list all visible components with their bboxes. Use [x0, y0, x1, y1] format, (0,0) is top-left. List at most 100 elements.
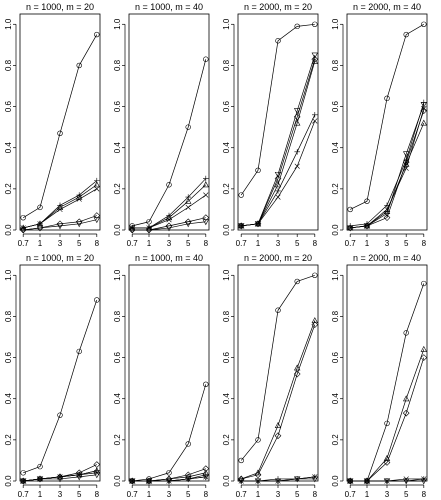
x-tick-label: 8 [313, 490, 318, 499]
circle-marker [255, 167, 261, 174]
panel-title: n = 1000, m = 20 [26, 2, 94, 12]
cross-marker [185, 204, 191, 210]
x-tick-label: 0.7 [236, 239, 248, 248]
x-tick-label: 0.7 [127, 239, 139, 248]
triangle-series-line [350, 349, 425, 482]
inv-triangle-marker [363, 223, 371, 230]
circle-series-line [240, 23, 315, 196]
x-tick-label: 0.7 [18, 490, 30, 499]
cross-marker [275, 194, 281, 200]
y-tick-label: 0.0 [331, 475, 340, 487]
cross-marker [421, 106, 427, 112]
triangle-marker [402, 395, 410, 402]
inv-triangle-marker [346, 225, 354, 232]
y-tick-label: 0.0 [4, 224, 13, 236]
panel-title: n = 1000, m = 20 [26, 253, 94, 263]
x-tick-label: 5 [77, 490, 82, 499]
inv-triangle-marker [128, 478, 136, 485]
x-tick-label: 8 [313, 239, 318, 248]
diamond-marker [293, 370, 301, 378]
inv-triangle-marker [237, 478, 245, 485]
circle-marker [37, 204, 43, 211]
inv-triangle-marker [184, 476, 192, 483]
y-tick-label: 0.2 [4, 434, 13, 446]
x-tick-label: 3 [167, 239, 172, 248]
diamond-series-line [241, 324, 316, 480]
x-tick-label: 1 [256, 490, 261, 499]
inv-triangle-marker [363, 478, 371, 485]
inv-triangle-marker [93, 217, 101, 224]
y-tick-label: 0.6 [4, 351, 13, 363]
circle-series-line [132, 59, 207, 227]
y-tick-label: 0.4 [331, 393, 340, 405]
x-tick-label: 5 [295, 490, 300, 499]
diamond-marker [184, 218, 192, 226]
x-tick-label: 5 [186, 239, 191, 248]
y-tick-label: 1.0 [113, 18, 122, 30]
inv-triangle-series-line [132, 221, 206, 231]
chart-panel-1: n = 1000, m = 20 0.0 0.2 0.4 0.6 0.8 1.0 0.7 1 3 5… [4, 2, 101, 248]
circle-marker [146, 219, 152, 225]
x-tick-label: 3 [276, 490, 281, 499]
circle-marker [294, 23, 300, 30]
plus-series-line [241, 114, 316, 227]
triangle-marker [420, 119, 428, 126]
inv-triangle-marker [293, 108, 301, 115]
circle-marker [57, 412, 63, 418]
chart-panel-3: n = 2000, m = 20 0.0 0.2 0.4 0.6 0.8 1.0 0.7 1 3 5… [222, 2, 319, 248]
inv-triangle-marker [293, 476, 301, 483]
triangle-marker [56, 203, 64, 210]
diamond-marker [254, 471, 262, 479]
circle-series-line [23, 299, 98, 474]
y-tick-label: 0.0 [4, 475, 13, 487]
circle-marker [364, 198, 370, 204]
chart-panel-7: n = 2000, m = 20 0.0 0.2 0.4 0.6 0.8 1.0 0.7 1 3 5… [222, 253, 319, 499]
inv-triangle-marker [165, 225, 173, 232]
diamond-marker [311, 321, 319, 328]
plot-frame [237, 264, 319, 482]
diamond-series-line [350, 110, 425, 229]
circle-marker [294, 278, 300, 285]
x-tick-label: 8 [204, 239, 209, 248]
x-tick-label: 8 [95, 490, 100, 499]
chart-panel-4: n = 2000, m = 40 0.0 0.2 0.4 0.6 0.8 1.0 0.7 1 3 5… [331, 2, 428, 248]
plot-frame [128, 264, 210, 482]
circle-series-line [23, 34, 98, 218]
y-tick-label: 0.2 [113, 434, 122, 446]
y-tick-label: 0.0 [113, 475, 122, 487]
circle-marker [255, 437, 261, 443]
y-tick-label: 0.2 [113, 183, 122, 195]
triangle-marker [274, 181, 282, 188]
x-tick-label: 1 [147, 490, 152, 499]
inv-triangle-marker [36, 476, 44, 483]
y-tick-label: 0.0 [222, 224, 231, 236]
chart-panel-5: n = 1000, m = 20 0.0 0.2 0.4 0.6 0.8 1.0 0.7 1 3 5… [4, 253, 101, 499]
inv-triangle-marker [19, 478, 27, 485]
x-tick-label: 3 [385, 239, 390, 248]
inv-triangle-marker [145, 227, 153, 234]
panel-title: n = 1000, m = 40 [135, 2, 203, 12]
circle-marker [403, 31, 409, 38]
y-tick-label: 0.8 [4, 59, 13, 71]
x-tick-label: 5 [404, 490, 409, 499]
inv-triangle-marker [402, 478, 410, 485]
x-tick-label: 0.7 [236, 490, 248, 499]
y-tick-label: 0.8 [113, 310, 122, 322]
diamond-marker [202, 465, 210, 472]
triangle-marker [293, 364, 301, 371]
inv-triangle-marker [274, 171, 282, 178]
diamond-marker [237, 475, 245, 483]
y-tick-label: 1.0 [113, 269, 122, 281]
y-tick-label: 0.4 [331, 142, 340, 154]
y-tick-label: 0.4 [4, 142, 13, 154]
y-tick-label: 0.2 [222, 183, 231, 195]
diamond-marker [402, 158, 410, 166]
y-tick-label: 0.6 [331, 351, 340, 363]
x-tick-label: 3 [58, 490, 63, 499]
y-tick-label: 1.0 [222, 269, 231, 281]
diamond-marker [383, 459, 391, 466]
circle-marker [166, 182, 172, 188]
plus-marker [275, 188, 281, 194]
circle-marker [20, 214, 26, 221]
diamond-marker [165, 475, 173, 483]
